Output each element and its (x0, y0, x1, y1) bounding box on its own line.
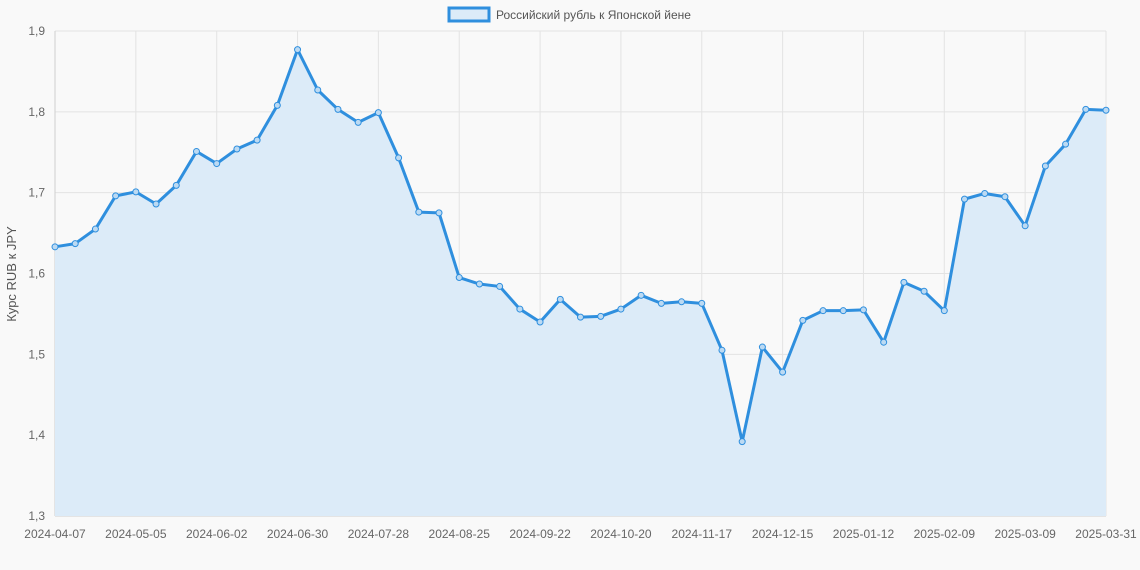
data-points-layer (51, 46, 1110, 446)
data-point[interactable] (294, 46, 302, 54)
x-tick-label: 2024-07-28 (348, 527, 410, 541)
data-point[interactable] (657, 299, 665, 307)
x-tick-label: 2024-06-02 (186, 527, 248, 541)
data-point[interactable] (374, 109, 382, 117)
x-tick-label: 2024-12-15 (752, 527, 814, 541)
area-fill-layer (55, 49, 1106, 517)
x-tick-label: 2024-06-30 (267, 527, 329, 541)
data-point[interactable] (940, 307, 948, 315)
data-point[interactable] (961, 195, 969, 203)
data-point[interactable] (577, 313, 584, 321)
y-tick-label: 1,7 (28, 186, 45, 200)
data-point[interactable] (314, 86, 322, 94)
data-point[interactable] (617, 305, 625, 313)
x-tick-label: 2025-02-09 (914, 527, 976, 541)
data-point[interactable] (152, 200, 160, 208)
y-tick-label: 1,4 (28, 428, 45, 442)
x-axis: 2024-04-07 2024-05-05 2024-06-02 2024-06-30… (24, 527, 1137, 541)
y-axis: 1,3 1,4 1,5 1,6 1,7 1,8 1,9 (28, 24, 45, 523)
data-point[interactable] (859, 306, 867, 314)
data-point[interactable] (415, 208, 423, 216)
data-point[interactable] (718, 346, 726, 354)
data-point[interactable] (738, 438, 746, 446)
data-point[interactable] (213, 160, 221, 168)
data-point[interactable] (455, 274, 463, 282)
data-point[interactable] (172, 181, 180, 189)
x-tick-label: 2024-05-05 (105, 527, 167, 541)
data-point[interactable] (819, 307, 827, 315)
data-point[interactable] (799, 316, 807, 324)
data-point[interactable] (334, 105, 342, 113)
data-point[interactable] (758, 343, 766, 351)
data-point[interactable] (536, 318, 544, 326)
x-tick-label: 2025-03-09 (994, 527, 1056, 541)
data-point[interactable] (597, 312, 605, 320)
data-point[interactable] (496, 282, 504, 290)
y-axis-title: Курс RUB к JPY (4, 226, 19, 322)
data-point[interactable] (1102, 106, 1110, 114)
data-point[interactable] (880, 338, 888, 346)
legend-swatch (447, 6, 491, 23)
data-point[interactable] (112, 192, 120, 200)
data-point[interactable] (273, 101, 281, 109)
y-tick-label: 1,5 (28, 347, 45, 361)
legend[interactable]: Российский рубль к Японской йене (447, 6, 691, 23)
data-point[interactable] (354, 118, 362, 126)
data-point[interactable] (253, 136, 261, 144)
legend-label: Российский рубль к Японской йене (496, 8, 691, 22)
data-point[interactable] (1021, 222, 1029, 230)
x-tick-label: 2024-10-20 (590, 527, 652, 541)
y-tick-label: 1,8 (28, 105, 45, 119)
data-point[interactable] (395, 154, 403, 162)
data-point[interactable] (920, 287, 928, 295)
x-tick-label: 2024-11-17 (672, 527, 733, 541)
data-point[interactable] (91, 225, 99, 233)
data-point[interactable] (1041, 162, 1049, 170)
data-point[interactable] (981, 189, 989, 197)
y-tick-label: 1,3 (28, 509, 45, 523)
data-point[interactable] (435, 209, 443, 217)
data-point[interactable] (233, 145, 241, 153)
y-tick-label: 1,6 (28, 267, 45, 281)
data-point[interactable] (637, 291, 645, 299)
data-point[interactable] (678, 298, 686, 306)
x-tick-label: 2024-09-22 (509, 527, 571, 541)
x-tick-label: 2024-04-07 (24, 527, 86, 541)
data-point[interactable] (1082, 105, 1090, 113)
data-point[interactable] (839, 307, 847, 315)
data-point[interactable] (516, 305, 524, 313)
data-point[interactable] (192, 147, 200, 155)
data-point[interactable] (1062, 140, 1070, 148)
x-tick-label: 2025-03-31 (1075, 527, 1137, 541)
data-point[interactable] (475, 280, 483, 288)
data-point[interactable] (132, 188, 140, 196)
data-point[interactable] (71, 240, 79, 248)
data-point[interactable] (51, 243, 59, 251)
data-point[interactable] (1001, 193, 1009, 201)
data-point[interactable] (900, 278, 908, 286)
x-tick-label: 2024-08-25 (429, 527, 491, 541)
series-area (55, 49, 1106, 517)
x-tick-label: 2025-01-12 (833, 527, 895, 541)
data-point[interactable] (698, 299, 706, 307)
data-point[interactable] (779, 368, 787, 376)
data-point[interactable] (556, 295, 564, 303)
y-tick-label: 1,9 (28, 24, 45, 38)
